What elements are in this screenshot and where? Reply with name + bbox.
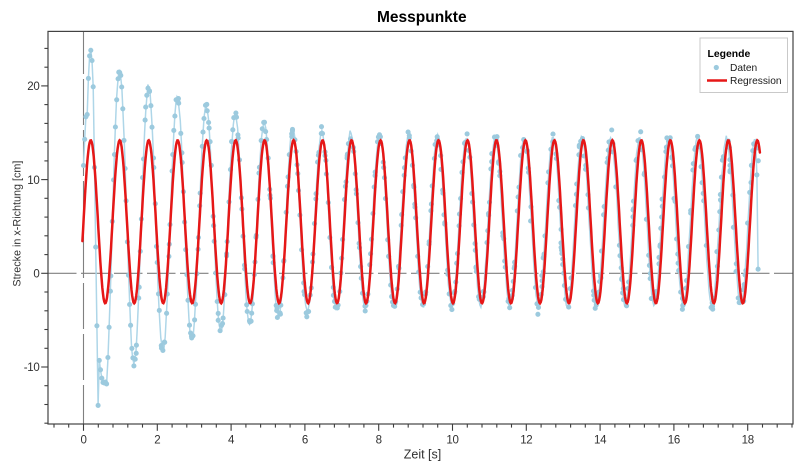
svg-text:Messpunkte: Messpunkte [377, 9, 467, 26]
svg-text:12: 12 [520, 435, 532, 447]
svg-text:Legende: Legende [708, 49, 751, 60]
svg-text:0: 0 [80, 435, 86, 447]
svg-text:2: 2 [154, 435, 160, 447]
svg-text:Zeit [s]: Zeit [s] [404, 447, 442, 461]
svg-text:10: 10 [27, 175, 39, 187]
svg-text:18: 18 [742, 435, 754, 447]
svg-text:Daten: Daten [730, 63, 757, 74]
svg-text:14: 14 [594, 435, 607, 447]
svg-text:20: 20 [27, 81, 39, 93]
svg-text:0: 0 [33, 269, 39, 281]
svg-text:8: 8 [376, 435, 382, 447]
svg-text:Strecke in x-Richtung [cm]: Strecke in x-Richtung [cm] [12, 161, 24, 287]
svg-text:16: 16 [668, 435, 680, 447]
svg-text:10: 10 [446, 435, 458, 447]
svg-text:6: 6 [302, 435, 308, 447]
svg-text:-10: -10 [24, 362, 40, 374]
svg-text:Regression: Regression [730, 76, 782, 87]
svg-text:4: 4 [228, 435, 235, 447]
